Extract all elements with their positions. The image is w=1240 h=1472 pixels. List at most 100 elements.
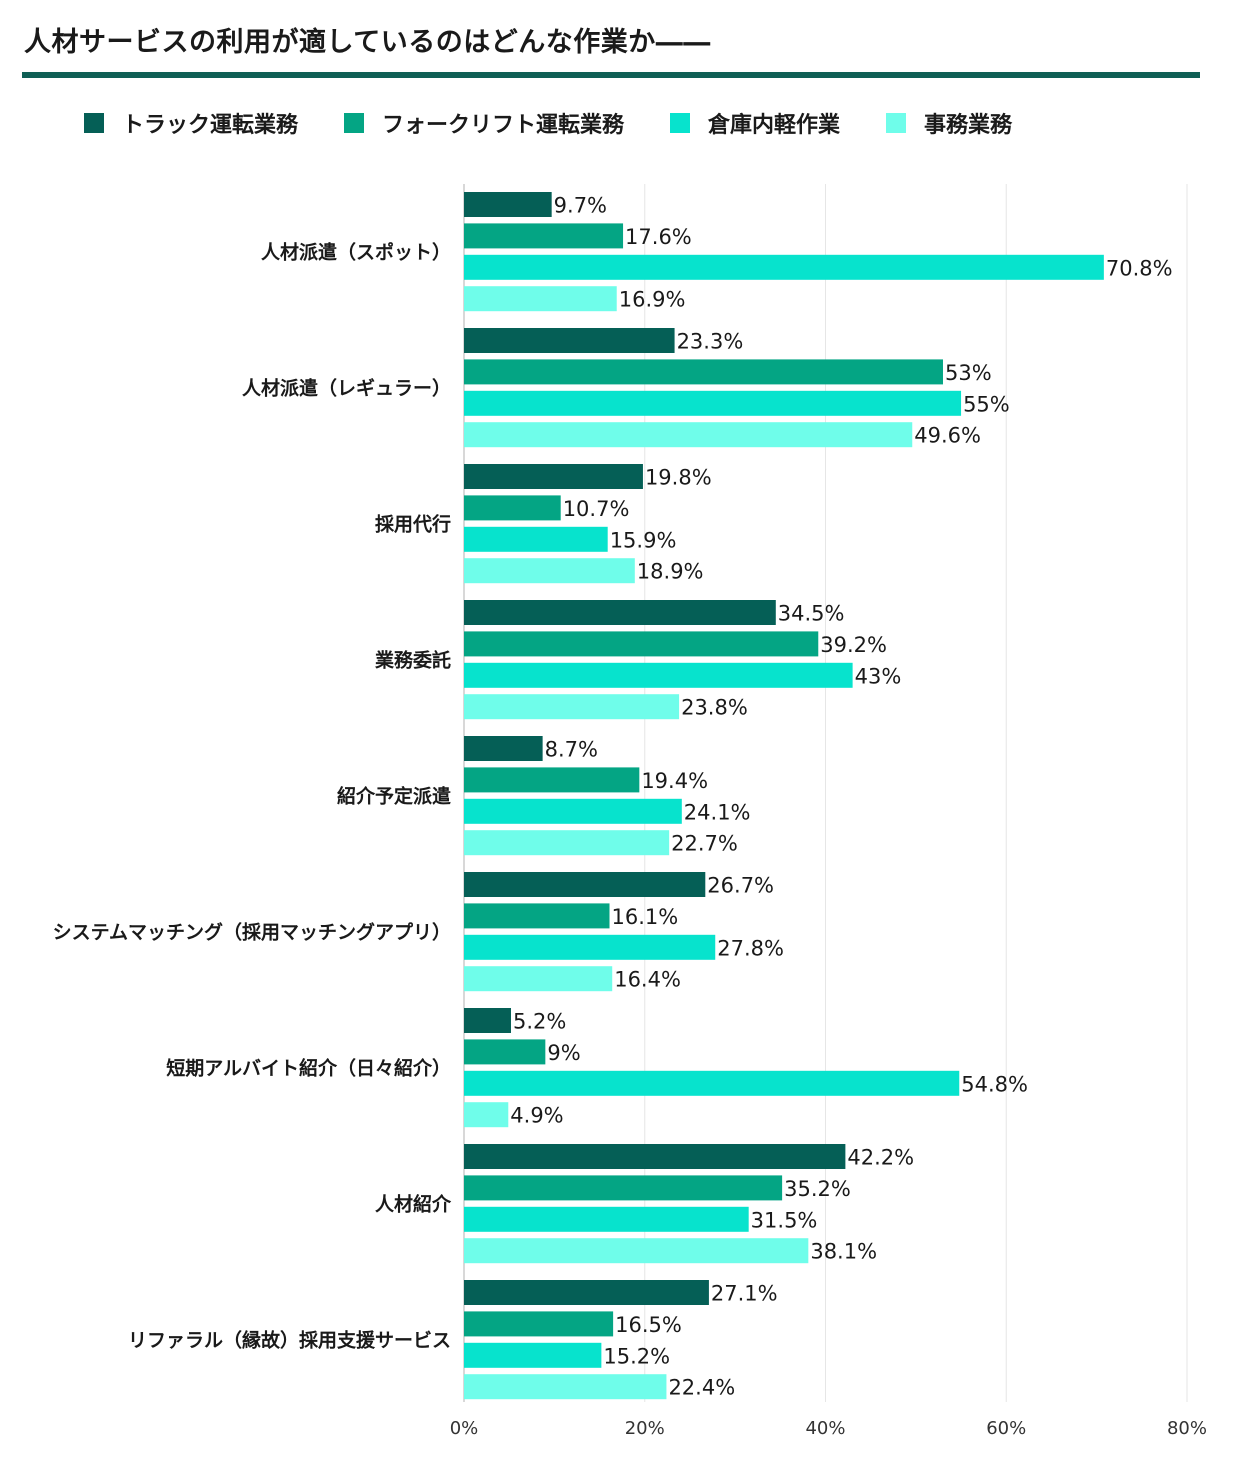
chart-title: 人材サービスの利用が適しているのはどんな作業か―― — [24, 27, 711, 58]
data-label: 8.7% — [545, 738, 598, 762]
legend-label-truck: トラック運転業務 — [122, 113, 299, 138]
bar — [464, 1008, 511, 1033]
legend-label-forklift: フォークリフト運転業務 — [382, 113, 625, 138]
bar — [464, 1238, 809, 1264]
legend-item-truck: トラック運転業務 — [84, 107, 298, 139]
bar — [464, 464, 643, 489]
data-label: 10.7% — [563, 497, 630, 521]
bar — [464, 872, 706, 897]
data-label: 24.1% — [684, 800, 751, 824]
bar — [464, 736, 543, 761]
bar — [464, 328, 675, 353]
data-label: 38.1% — [810, 1240, 877, 1264]
bar — [464, 558, 635, 584]
data-label: 39.2% — [820, 633, 887, 657]
category-label: 人材紹介 — [375, 1193, 452, 1216]
category-label: 短期アルバイト紹介（日々紹介） — [166, 1057, 451, 1080]
data-label: 35.2% — [784, 1177, 851, 1201]
data-label: 9.7% — [554, 194, 607, 218]
data-label: 5.2% — [513, 1010, 566, 1034]
data-label: 16.5% — [615, 1313, 682, 1337]
data-label: 19.8% — [645, 466, 712, 490]
bar — [464, 1280, 709, 1305]
data-label: 16.1% — [612, 905, 679, 929]
category-label: システムマッチング（採用マッチングアプリ） — [53, 921, 451, 944]
bar — [464, 359, 943, 385]
bar — [464, 830, 670, 856]
legend: トラック運転業務 フォークリフト運転業務 倉庫内軽作業 事務業務 — [84, 106, 1058, 140]
bar — [464, 966, 613, 992]
data-label: 34.5% — [778, 602, 845, 626]
legend-item-office: 事務業務 — [886, 107, 1012, 139]
data-label: 22.7% — [671, 832, 738, 856]
data-label: 23.3% — [677, 330, 744, 354]
data-label: 26.7% — [707, 874, 774, 898]
bar — [464, 600, 776, 625]
category-label: 紹介予定派遣 — [337, 785, 451, 808]
x-tick-label: 60% — [986, 1418, 1026, 1439]
category-label: リファラル（縁故）採用支援サービス — [128, 1329, 451, 1352]
legend-swatch-truck — [84, 113, 104, 133]
data-label: 42.2% — [847, 1146, 914, 1170]
x-tick-label: 0% — [450, 1418, 479, 1439]
legend-swatch-office — [886, 113, 907, 133]
data-label: 70.8% — [1106, 256, 1173, 280]
data-label: 43% — [855, 664, 902, 688]
data-label: 19.4% — [641, 769, 708, 793]
category-label: 業務委託 — [374, 649, 451, 672]
data-label: 27.8% — [717, 936, 784, 960]
legend-item-forklift: フォークリフト運転業務 — [344, 107, 624, 139]
bar — [464, 192, 552, 217]
bar — [464, 422, 913, 448]
bar — [464, 1070, 960, 1096]
category-label: 人材派遣（レギュラー） — [242, 377, 451, 400]
bar — [464, 767, 640, 793]
data-label: 54.8% — [961, 1072, 1028, 1096]
category-label: 人材派遣（スポット） — [261, 241, 451, 264]
bar — [464, 1342, 602, 1368]
data-label: 9% — [547, 1041, 580, 1065]
data-label: 4.9% — [510, 1104, 563, 1128]
bar — [464, 254, 1104, 280]
category-label: 採用代行 — [375, 513, 451, 536]
data-label: 15.9% — [610, 528, 677, 552]
bar — [464, 1144, 846, 1169]
bar — [464, 1374, 667, 1400]
bar — [464, 495, 561, 521]
title-underline — [22, 72, 1200, 78]
data-label: 53% — [945, 361, 992, 385]
data-label: 23.8% — [681, 696, 748, 720]
data-label: 17.6% — [625, 225, 692, 249]
bar — [464, 1102, 509, 1128]
bar — [464, 1311, 614, 1337]
legend-swatch-forklift — [344, 113, 365, 133]
data-label: 49.6% — [914, 424, 981, 448]
bar — [464, 662, 853, 688]
bar — [464, 1175, 783, 1201]
x-tick-label: 40% — [805, 1418, 845, 1439]
data-label: 18.9% — [637, 560, 704, 584]
legend-label-warehouse: 倉庫内軽作業 — [708, 113, 841, 138]
bar — [464, 1206, 749, 1232]
legend-label-office: 事務業務 — [924, 113, 1013, 138]
bar — [464, 934, 716, 960]
bar — [464, 390, 962, 416]
data-label: 15.2% — [603, 1344, 670, 1368]
bar — [464, 694, 680, 720]
data-label: 22.4% — [668, 1376, 735, 1400]
x-tick-label: 20% — [625, 1418, 665, 1439]
data-label: 31.5% — [751, 1208, 818, 1232]
bar — [464, 223, 624, 249]
bar — [464, 1039, 546, 1065]
data-label: 55% — [963, 392, 1010, 416]
data-label: 27.1% — [711, 1282, 778, 1306]
data-label: 16.4% — [614, 968, 681, 992]
bar — [464, 631, 819, 657]
x-tick-label: 80% — [1167, 1418, 1207, 1439]
bar — [464, 798, 682, 824]
legend-item-warehouse: 倉庫内軽作業 — [670, 107, 840, 139]
legend-swatch-warehouse — [670, 113, 691, 133]
bar — [464, 526, 608, 552]
data-label: 16.9% — [619, 288, 686, 312]
